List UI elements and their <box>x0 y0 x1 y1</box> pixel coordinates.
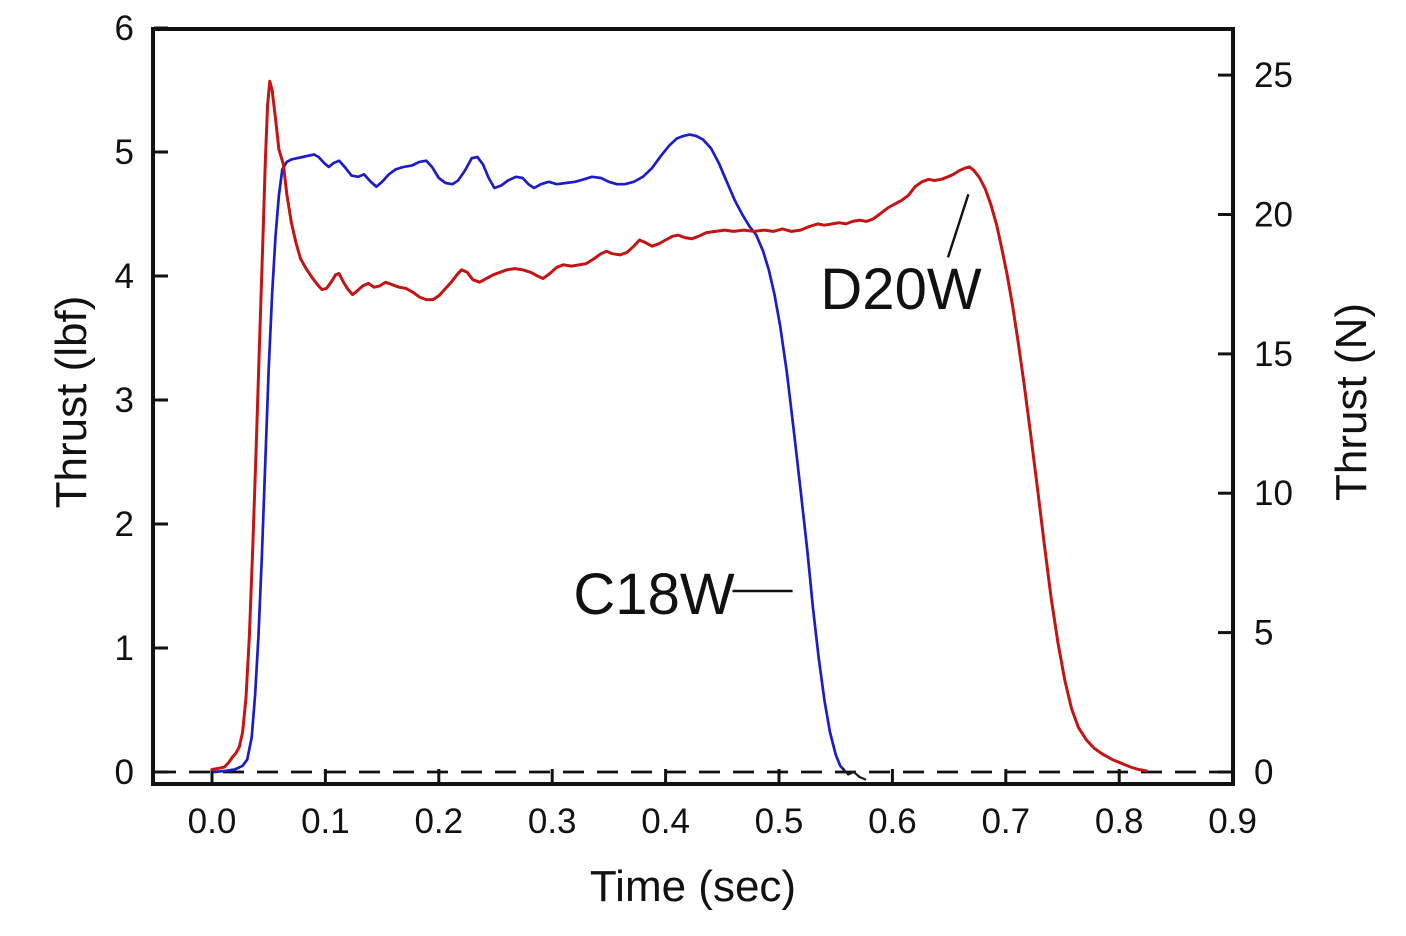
right-y-axis-tick-label: 10 <box>1254 474 1293 513</box>
x-axis-tick-label: 0.1 <box>301 802 350 841</box>
x-axis-tick-label: 0.5 <box>755 802 804 841</box>
series-curve-c18w <box>212 133 845 774</box>
x-axis-title: Time (sec) <box>590 862 796 911</box>
right-y-axis-tick-label: 15 <box>1254 335 1293 374</box>
right-y-axis-title: Thrust (N) <box>1327 303 1376 501</box>
plot-border <box>151 27 1235 786</box>
x-axis-tick-label: 0.7 <box>981 802 1030 841</box>
left-y-axis-tick-label: 5 <box>115 133 134 172</box>
left-y-axis-tick-label: 3 <box>115 381 134 420</box>
annotation-label-c18w: C18W <box>573 562 734 627</box>
left-y-axis-tick-label: 2 <box>115 505 134 544</box>
left-y-axis-tick-label: 6 <box>115 9 134 48</box>
x-axis-tick-label: 0.6 <box>868 802 917 841</box>
x-axis-tick-label: 0.2 <box>414 802 463 841</box>
annotation-leader-line-d20w <box>946 193 970 258</box>
series-curve-d20w <box>210 79 1148 773</box>
left-y-axis-tick-label: 1 <box>115 629 134 668</box>
x-axis-tick-label: 0.0 <box>188 802 237 841</box>
x-axis-tick-label: 0.9 <box>1208 802 1257 841</box>
right-y-axis-tick-label: 5 <box>1254 614 1273 653</box>
left-y-axis-tick-label: 4 <box>115 257 134 296</box>
right-y-axis-tick-label: 20 <box>1254 196 1293 235</box>
series-layer <box>210 79 1148 781</box>
annotation-label-d20w: D20W <box>820 257 981 322</box>
x-axis-tick-label: 0.8 <box>1095 802 1144 841</box>
x-axis-tick-label: 0.4 <box>641 802 690 841</box>
left-y-axis-title: Thrust (lbf) <box>47 296 96 509</box>
right-y-axis-tick-label: 25 <box>1254 56 1293 95</box>
series-curve-c18w-burnout-tail <box>842 768 867 781</box>
axes-layer: 0.0 0.1 0.2 0.3 0.4 0.5 0.6 0.7 0.8 0.9 0 1 2 3 4 5 6 0 5 1… <box>115 9 1293 841</box>
x-axis-tick-label: 0.3 <box>528 802 577 841</box>
right-y-axis-tick-label: 0 <box>1254 753 1273 792</box>
left-y-axis-tick-label: 0 <box>115 753 134 792</box>
